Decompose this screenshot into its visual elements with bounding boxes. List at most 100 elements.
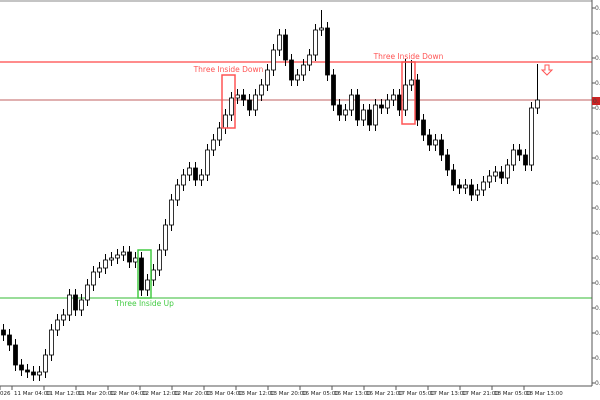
- candle: [487, 170, 492, 188]
- candle: [199, 169, 204, 186]
- candle: [61, 309, 66, 326]
- candle: [241, 89, 246, 106]
- time-tick-label: 11 Mar 04:00: [14, 391, 51, 397]
- price-tick-label: 0.: [595, 30, 600, 37]
- candle: [49, 324, 54, 361]
- candle: [127, 246, 132, 268]
- bull-candle-body: [43, 354, 48, 373]
- horizontal-lines: [0, 61, 592, 299]
- bear-candle-body: [427, 134, 432, 146]
- price-tick-label: 0.: [595, 355, 600, 362]
- pattern-annotations: Three Inside Up Three Inside Down Three In…: [114, 52, 554, 308]
- candle: [529, 102, 534, 171]
- price-tick-label: 0.: [595, 380, 600, 387]
- bull-candle-body: [493, 171, 498, 177]
- candle: [103, 254, 108, 274]
- candle: [439, 134, 444, 161]
- bull-candle-body: [505, 164, 510, 179]
- bull-candle-body: [163, 224, 168, 251]
- pattern-label: Three Inside Down: [373, 52, 444, 61]
- time-tick-label: 18 Mar 13:00: [526, 391, 563, 397]
- bull-candle-body: [157, 249, 162, 271]
- bull-candle-body: [199, 174, 204, 181]
- candle: [67, 289, 72, 321]
- time-tick-label: 16 Mar 05:00: [302, 391, 339, 397]
- time-tick-label: 13 Mar 12:00: [238, 391, 275, 397]
- bull-candle-body: [481, 181, 486, 191]
- bull-candle-body: [187, 167, 192, 176]
- candle: [43, 349, 48, 378]
- bull-candle-body: [535, 99, 540, 109]
- candle: [445, 149, 450, 176]
- bear-candle-body: [421, 119, 426, 136]
- bull-candle-body: [61, 314, 66, 321]
- price-tick-label: 0.: [595, 330, 600, 337]
- bull-candle-body: [85, 284, 90, 301]
- candle: [247, 94, 252, 116]
- bull-candle-body: [97, 267, 102, 273]
- candle: [193, 162, 198, 186]
- bull-candle-body: [373, 104, 378, 126]
- candle: [175, 179, 180, 206]
- candle: [355, 89, 360, 126]
- bull-candle-body: [121, 251, 126, 256]
- bull-candle-body: [271, 49, 276, 71]
- time-tick-label: 18 Mar 05:00: [494, 391, 531, 397]
- price-tick-label: 0.: [595, 180, 600, 187]
- bear-candle-body: [73, 294, 78, 311]
- candle: [151, 264, 156, 286]
- bull-candle-body: [235, 94, 240, 99]
- bear-candle-body: [445, 154, 450, 171]
- candle: [169, 194, 174, 231]
- candle: [277, 29, 282, 56]
- candle: [469, 179, 474, 201]
- time-tick-label: 12 Mar 04:00: [110, 391, 147, 397]
- bull-candle-body: [175, 184, 180, 201]
- candle: [349, 89, 354, 116]
- bear-candle-body: [19, 364, 24, 371]
- bear-candle-body: [469, 184, 474, 196]
- bear-candle-body: [7, 334, 12, 346]
- candle: [373, 99, 378, 131]
- bull-candle-body: [37, 371, 42, 376]
- bear-candle-body: [13, 344, 18, 366]
- bull-candle-body: [145, 279, 150, 291]
- price-tick-label: 0.: [595, 5, 600, 12]
- candle: [229, 92, 234, 121]
- candle: [97, 262, 102, 278]
- bull-candle-body: [295, 74, 300, 81]
- price-tick-label: 0.: [595, 80, 600, 87]
- candle: [139, 252, 144, 296]
- bear-candle-body: [139, 257, 144, 291]
- candle: [283, 29, 288, 66]
- candle: [115, 249, 120, 264]
- bear-candle-body: [451, 169, 456, 186]
- candle: [499, 166, 504, 184]
- bear-candle-body: [331, 74, 336, 106]
- bull-candle-body: [259, 84, 264, 96]
- bull-candle-body: [229, 97, 234, 116]
- price-axis-ticks[interactable]: 0.0.0.0.0.0.0.0.0.0.0.0.0.0.0.0.0.: [592, 5, 600, 387]
- bull-candle-body: [349, 94, 354, 111]
- candle: [73, 289, 78, 316]
- bear-candle-body: [415, 79, 420, 121]
- price-tick-label: 0.: [595, 280, 600, 287]
- time-tick-label: 11 Mar 20:00: [78, 391, 115, 397]
- candle: [391, 89, 396, 106]
- bull-candle-body: [91, 271, 96, 286]
- candle: [463, 179, 468, 194]
- candle: [253, 89, 258, 116]
- candle: [433, 134, 438, 151]
- price-tick-label: 0.: [595, 255, 600, 262]
- bull-candle-body: [301, 64, 306, 76]
- candle: [307, 49, 312, 71]
- candle: [379, 99, 384, 114]
- bear-candle-body: [1, 329, 6, 336]
- bull-candle-body: [391, 94, 396, 101]
- bull-candle-body: [343, 109, 348, 116]
- bull-candle-body: [319, 27, 324, 31]
- bull-candle-body: [49, 329, 54, 356]
- candle: [259, 79, 264, 101]
- price-tick-label: 0.: [595, 105, 600, 112]
